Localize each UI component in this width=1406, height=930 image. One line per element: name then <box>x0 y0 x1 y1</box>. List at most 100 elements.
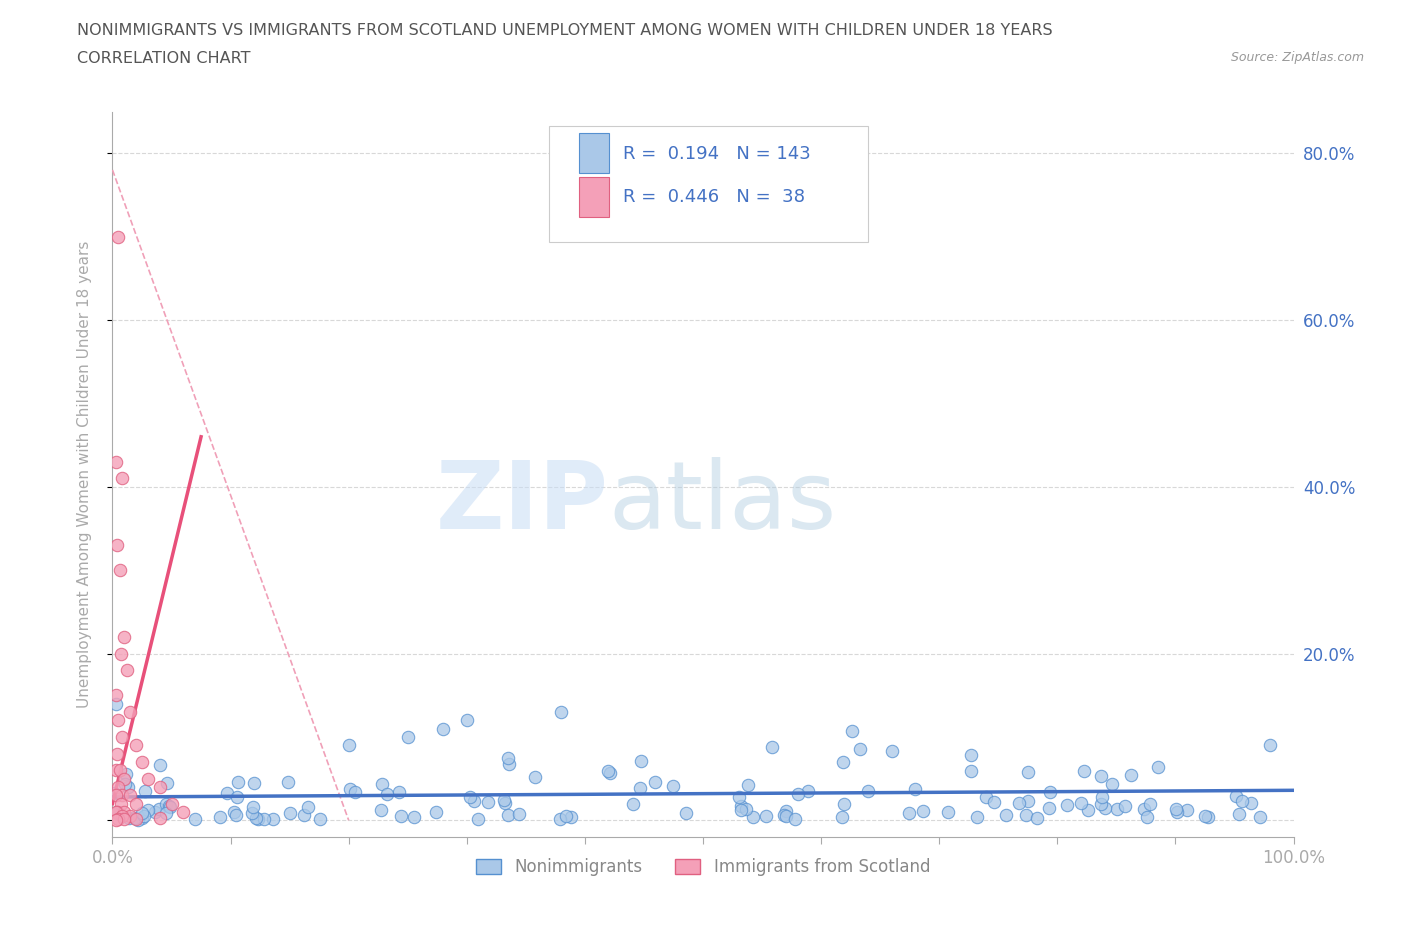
Point <box>856 784 879 799</box>
Point <box>134 784 156 799</box>
Point <box>1225 788 1247 803</box>
Point <box>114 777 136 791</box>
Point <box>1038 801 1060 816</box>
Point <box>160 796 183 811</box>
Point <box>1105 801 1128 816</box>
Point <box>960 764 983 779</box>
Point <box>1091 790 1114 804</box>
Point <box>222 804 245 819</box>
Point <box>730 798 752 813</box>
Point <box>1094 800 1116 815</box>
Point <box>456 712 478 727</box>
Point <box>775 808 797 823</box>
Point <box>494 792 516 807</box>
Point <box>773 808 796 823</box>
Point <box>662 779 685 794</box>
Point <box>1166 805 1188 820</box>
Point <box>243 775 266 790</box>
Point <box>841 724 863 738</box>
Point <box>1121 767 1143 782</box>
FancyBboxPatch shape <box>550 126 869 242</box>
Point <box>1039 785 1062 800</box>
Point <box>105 697 128 711</box>
Point <box>225 807 247 822</box>
Point <box>936 805 959 820</box>
Point <box>149 779 172 794</box>
Point <box>1070 796 1092 811</box>
Point <box>209 809 232 824</box>
Point <box>184 812 207 827</box>
Point <box>111 788 134 803</box>
Point <box>242 799 264 814</box>
Point <box>1008 795 1031 810</box>
Text: Source: ZipAtlas.com: Source: ZipAtlas.com <box>1230 51 1364 64</box>
Point <box>309 812 332 827</box>
Point <box>728 790 751 804</box>
Point <box>831 754 853 769</box>
Point <box>115 663 138 678</box>
Point <box>159 799 181 814</box>
Point <box>463 793 485 808</box>
Point <box>560 809 582 824</box>
Point <box>149 810 172 825</box>
Point <box>149 758 172 773</box>
Point <box>125 812 148 827</box>
Point <box>897 805 920 820</box>
Point <box>550 705 572 720</box>
Point <box>148 802 170 817</box>
Point <box>675 806 697 821</box>
Point <box>1017 764 1039 779</box>
Point <box>730 803 752 817</box>
Point <box>105 813 128 828</box>
Point <box>217 785 239 800</box>
Point <box>105 804 128 819</box>
Point <box>1090 768 1112 783</box>
Text: CORRELATION CHART: CORRELATION CHART <box>77 51 250 66</box>
Point <box>108 563 131 578</box>
Point <box>1147 760 1170 775</box>
Point <box>628 780 651 795</box>
FancyBboxPatch shape <box>579 133 609 173</box>
Point <box>1227 806 1250 821</box>
Text: R =  0.194   N = 143: R = 0.194 N = 143 <box>623 145 810 163</box>
FancyBboxPatch shape <box>579 177 609 217</box>
Point <box>1056 798 1078 813</box>
Point <box>262 812 284 827</box>
Point <box>498 756 520 771</box>
Point <box>105 538 128 552</box>
Point <box>1197 809 1219 824</box>
Point <box>404 809 426 824</box>
Point <box>131 811 153 826</box>
Point <box>136 771 159 786</box>
Point <box>110 646 132 661</box>
Point <box>599 766 621 781</box>
Point <box>253 812 276 827</box>
Point <box>1017 794 1039 809</box>
Point <box>131 806 153 821</box>
Point <box>120 788 142 803</box>
Point <box>240 806 263 821</box>
Point <box>849 741 872 756</box>
Text: ZIP: ZIP <box>436 458 609 550</box>
Point <box>1132 802 1154 817</box>
Point <box>375 787 398 802</box>
Point <box>737 777 759 792</box>
Point <box>111 729 134 744</box>
Point <box>157 799 180 814</box>
Point <box>508 806 530 821</box>
Point <box>118 811 141 826</box>
Point <box>761 739 783 754</box>
Point <box>496 807 519 822</box>
Point <box>125 737 148 752</box>
Point <box>477 795 499 810</box>
Point <box>127 813 149 828</box>
Point <box>796 783 818 798</box>
Point <box>630 753 652 768</box>
Y-axis label: Unemployment Among Women with Children Under 18 years: Unemployment Among Women with Children U… <box>77 241 91 708</box>
Point <box>960 748 983 763</box>
Point <box>103 785 125 800</box>
Point <box>125 796 148 811</box>
Point <box>787 787 810 802</box>
Point <box>112 804 135 819</box>
Point <box>107 712 129 727</box>
